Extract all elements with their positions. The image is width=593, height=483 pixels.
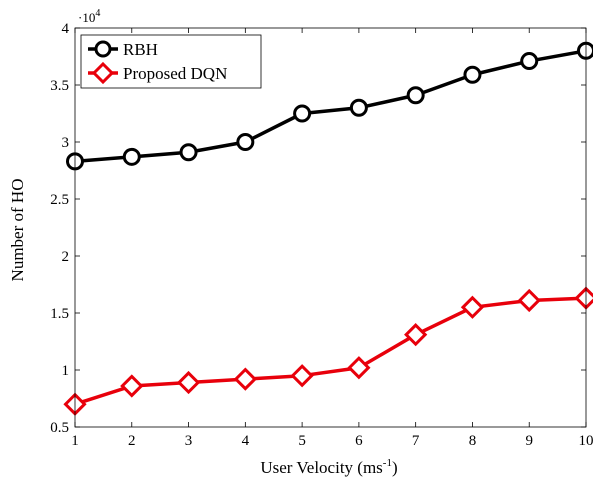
x-tick-label: 9 [525, 433, 533, 449]
x-tick-label: 7 [412, 433, 420, 449]
data-point [179, 143, 198, 162]
data-point [120, 374, 144, 398]
x-tick-label: 5 [298, 433, 306, 449]
y-axis-label: Number of HO [8, 179, 27, 282]
y-tick-label: 3.5 [50, 78, 69, 94]
data-point [460, 295, 485, 319]
data-point [176, 370, 201, 395]
y-tick-label: 2.5 [50, 192, 69, 208]
y-tick-label: 4 [62, 21, 70, 37]
x-tick-label: 8 [469, 433, 477, 449]
x-axis-label: User Velocity (ms-1) [260, 457, 397, 477]
data-point [574, 286, 593, 310]
data-point [122, 147, 141, 166]
y-scale-base: ·10 [78, 10, 95, 25]
legend-box [80, 34, 262, 89]
x-tick-label: 2 [128, 433, 136, 449]
legend-dqn-marker [91, 61, 115, 85]
y-tick-label: 1.5 [50, 306, 69, 322]
data-point [404, 323, 428, 347]
series-line [74, 49, 587, 164]
series-proposed-dqn [63, 286, 593, 416]
data-point [290, 364, 314, 388]
legend-rbh-marker [94, 40, 112, 58]
x-axis-label-close: ) [392, 458, 398, 477]
data-point [463, 65, 482, 84]
legend-dqn-label: Proposed DQN [123, 64, 227, 83]
data-point [406, 86, 425, 105]
legend: RBH Proposed DQN [80, 34, 262, 89]
data-point [293, 104, 312, 123]
x-tick-label: 1 [71, 433, 79, 449]
x-tick-label: 6 [355, 433, 363, 449]
legend-rbh-label: RBH [123, 40, 158, 59]
series-line [74, 296, 587, 406]
data-point [349, 98, 368, 117]
y-scale-exponent: 4 [95, 8, 100, 19]
data-point [520, 52, 539, 71]
plot-area-frame [74, 27, 587, 428]
x-axis-label-main: User Velocity (ms [260, 458, 382, 477]
x-tick-label: 4 [242, 433, 250, 449]
series-rbh [66, 41, 593, 171]
data-point [347, 356, 371, 380]
series-layer [63, 41, 593, 416]
y-tick-label: 0.5 [50, 420, 69, 436]
data-point [236, 133, 255, 151]
x-tick-label: 3 [185, 433, 193, 449]
data-point [233, 367, 257, 391]
data-point [517, 288, 541, 313]
x-tick-label: 10 [579, 433, 593, 449]
y-tick-label: 3 [62, 135, 70, 151]
y-axis-scale-factor: ·104 [78, 8, 100, 25]
y-tick-label: 2 [62, 249, 70, 265]
axis-ticks: 1 2 3 4 5 6 7 8 9 100.511.522.533.54 [50, 21, 593, 449]
x-axis-label-superscript: -1 [383, 457, 392, 469]
y-tick-label: 1 [62, 363, 70, 379]
